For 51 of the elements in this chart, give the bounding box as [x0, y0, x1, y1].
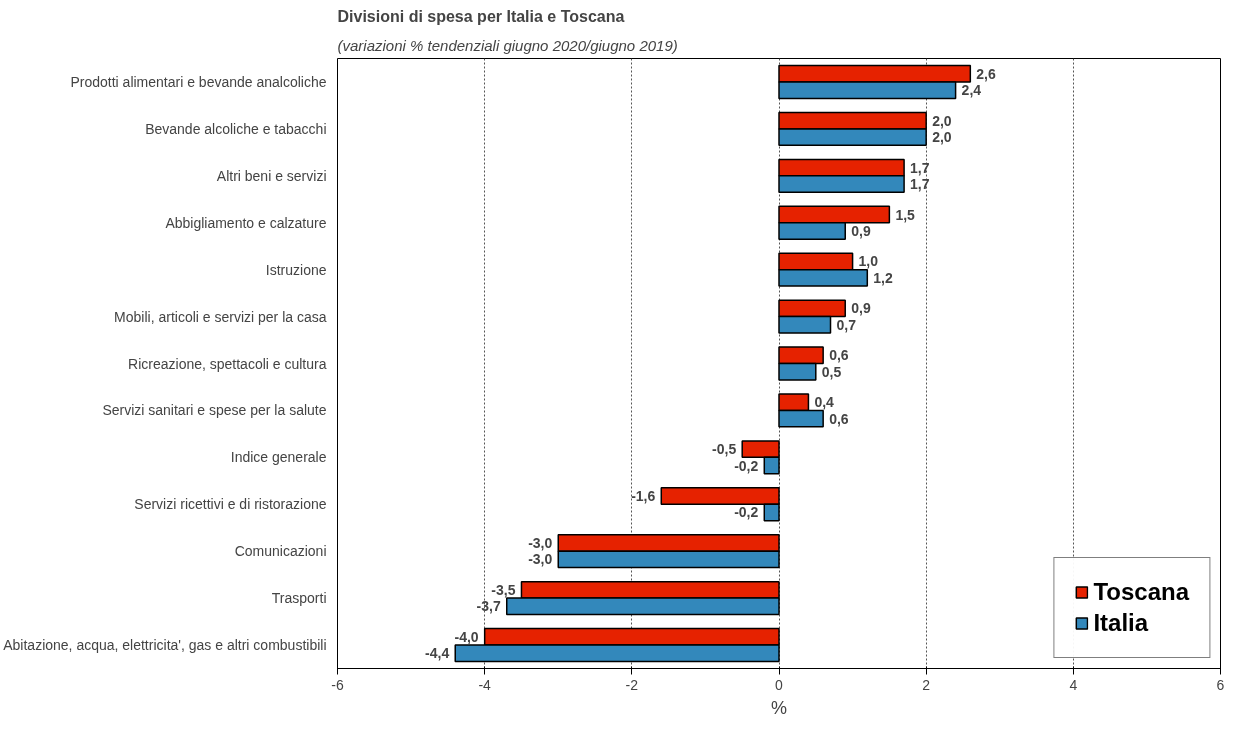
data-label: -3,0 [528, 551, 553, 568]
y-tick-label: Ricreazione, spettacoli e cultura [128, 355, 327, 372]
data-label: 2,4 [961, 82, 982, 99]
data-label: 2,0 [932, 129, 952, 146]
y-tick-label: Trasporti [271, 590, 327, 607]
data-label: 2,0 [932, 112, 952, 129]
y-tick-label: Abbigliamento e calzature [165, 214, 327, 231]
data-label: 1,2 [873, 269, 893, 286]
y-tick-label: Altri beni e servizi [216, 167, 327, 184]
x-tick-label: 4 [1069, 676, 1078, 693]
data-label: -0,2 [734, 457, 759, 474]
legend-label: Italia [1093, 609, 1149, 637]
y-tick-label: Servizi ricettivi e di ristorazione [134, 496, 327, 513]
x-axis-title: % [771, 697, 788, 718]
data-label: -3,0 [528, 534, 553, 551]
y-tick-label: Comunicazioni [234, 543, 327, 560]
y-tick-label: Bevande alcoliche e tabacchi [145, 120, 327, 137]
x-tick-label: 0 [775, 676, 784, 693]
y-tick-label: Indice generale [230, 449, 327, 466]
x-tick-label: 2 [922, 676, 931, 693]
data-label: -3,5 [491, 581, 516, 598]
chart-title: Divisioni di spesa per Italia e Toscana [337, 7, 625, 25]
data-label: 2,6 [976, 65, 996, 82]
chart-subtitle: (variazioni % tendenziali giugno 2020/giugno 2019) [337, 36, 678, 54]
data-label: 0,4 [814, 394, 835, 411]
data-label: -4,0 [454, 628, 479, 645]
x-tick-label: -4 [478, 676, 492, 693]
y-tick-label: Servizi sanitari e spese per la salute [102, 402, 327, 419]
y-tick-label: Mobili, articoli e servizi per la casa [114, 308, 327, 325]
data-label: 1,0 [858, 253, 879, 270]
data-label: 1,7 [910, 176, 930, 193]
data-label: -1,6 [631, 488, 656, 505]
data-label: -0,2 [734, 504, 759, 521]
x-tick-label: -6 [331, 676, 344, 693]
data-label: 0,6 [829, 410, 849, 427]
data-label: 0,5 [821, 363, 842, 380]
data-label: -0,5 [712, 441, 737, 458]
data-label: 0,9 [851, 222, 871, 239]
x-tick-label: -2 [625, 676, 639, 693]
data-label: 1,7 [910, 159, 930, 176]
legend-label: Toscana [1093, 578, 1189, 606]
y-tick-label: Istruzione [265, 261, 327, 278]
y-tick-label: Abitazione, acqua, elettricita', gas e altri combustibili [3, 637, 327, 654]
data-label: 1,5 [895, 206, 916, 223]
y-tick-label: Prodotti alimentari e bevande analcoliche [70, 73, 327, 90]
data-label: 0,9 [851, 300, 871, 317]
data-label: 0,7 [836, 316, 857, 333]
data-label: -3,7 [476, 598, 501, 615]
x-tick-label: 6 [1216, 676, 1225, 693]
data-label: -4,4 [425, 645, 450, 662]
data-label: 0,6 [829, 347, 849, 364]
